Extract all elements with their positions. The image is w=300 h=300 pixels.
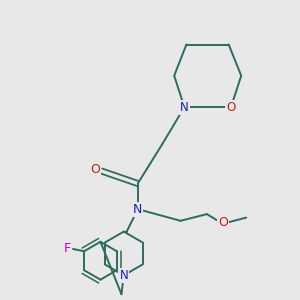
Text: N: N bbox=[119, 269, 128, 282]
Text: O: O bbox=[218, 216, 228, 229]
Text: N: N bbox=[180, 101, 189, 114]
Text: N: N bbox=[133, 203, 142, 216]
Text: F: F bbox=[64, 242, 71, 255]
Text: O: O bbox=[226, 101, 236, 114]
Text: O: O bbox=[91, 163, 100, 176]
